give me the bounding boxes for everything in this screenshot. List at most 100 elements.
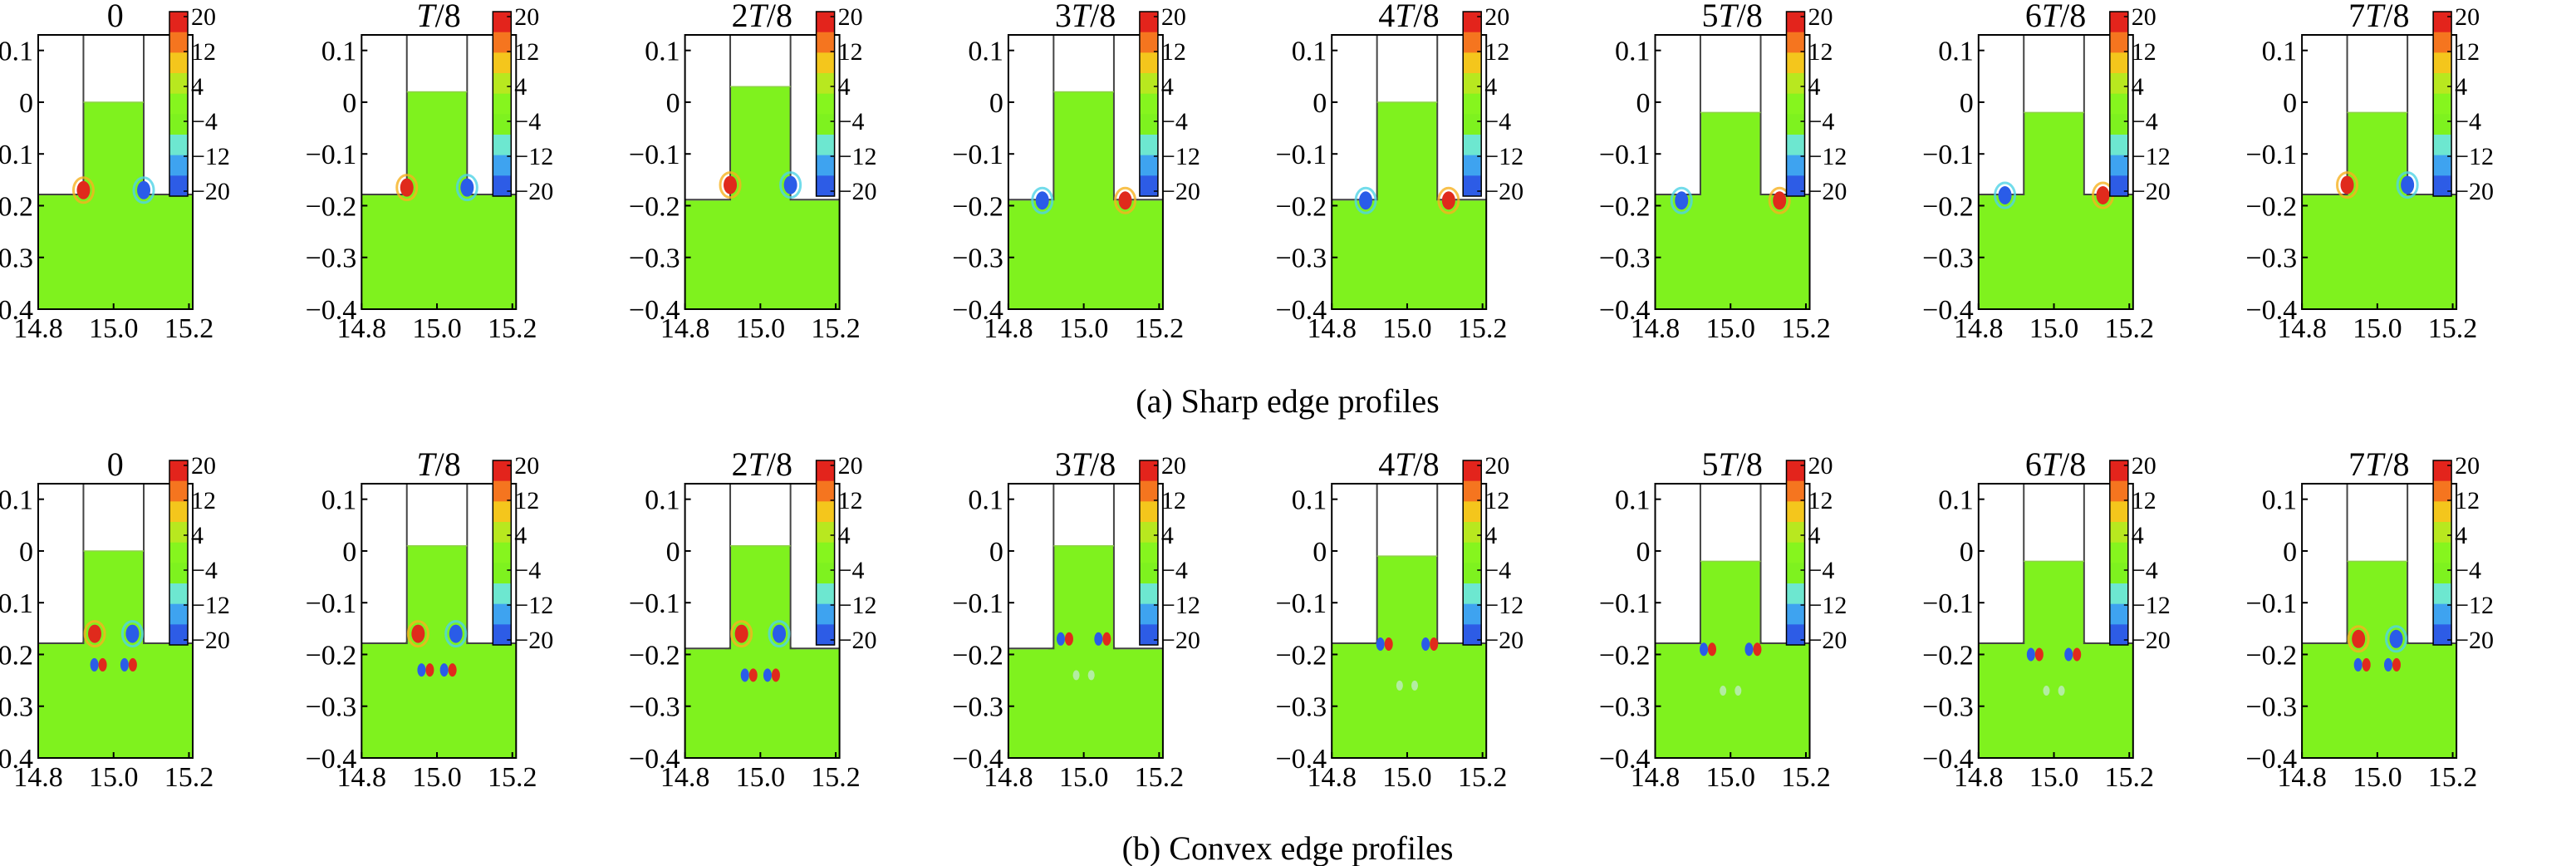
fluid-domain [684, 545, 840, 758]
frame-title: T/8 [416, 0, 460, 34]
colorbar-tick-label: 20 [1484, 3, 1509, 31]
y-tick-label: 0.1 [1292, 485, 1327, 516]
vortex-red [88, 624, 102, 643]
vortex-blue [1359, 191, 1373, 210]
y-tick-label: −0.2 [1599, 640, 1651, 671]
vortex-red-halo [2347, 625, 2370, 653]
colorbar-tick-label: −4 [1484, 557, 1511, 584]
colorbar-tick-label: 4 [2455, 73, 2467, 101]
y-tick-label: −0.2 [0, 640, 33, 671]
x-tick-label: 15.0 [2353, 313, 2402, 344]
left-wall [1008, 35, 1055, 201]
vortex-pair-blue [90, 657, 99, 672]
colorbar-frame [815, 11, 836, 197]
x-tick-label: 15.2 [2105, 762, 2155, 793]
colorbar-segment [2433, 563, 2452, 584]
left-wall [1655, 35, 1701, 196]
fluid-domain [1008, 91, 1163, 309]
vortex-pair-blue [120, 657, 129, 672]
vortex-red [2096, 186, 2110, 205]
colorbar-tick-label: −20 [514, 627, 553, 654]
colorbar-segment [2433, 542, 2452, 563]
y-tick-label: −0.1 [1922, 140, 1974, 170]
colorbar-tick-label: 4 [191, 522, 204, 549]
title-period: T [1719, 0, 1739, 34]
colorbar-tick-label: 4 [191, 73, 204, 101]
x-tick-label: 15.2 [1458, 762, 1508, 793]
x-tick-label: 14.8 [1631, 313, 1681, 344]
colorbar-tick-label: −12 [1161, 592, 1200, 619]
x-tick-label: 15.0 [2029, 313, 2079, 344]
colorbar-segment [1139, 93, 1158, 115]
colorbar-tick-label: −12 [514, 143, 553, 170]
colorbar-segment [493, 542, 512, 563]
axes-frame [37, 34, 194, 310]
y-tick-label: −0.2 [1922, 191, 1974, 222]
colorbar-segment [493, 603, 512, 625]
x-tick-label: 14.8 [1954, 313, 2004, 344]
panel-sharp-4: 4T/80.10−0.1−0.2−0.3−0.414.8 15.0 15.22012… [1276, 0, 1524, 344]
vortex-red [2352, 629, 2366, 648]
x-tick-label: 15.2 [164, 762, 214, 793]
title-period: T [416, 445, 437, 483]
colorbar-tick-label: 12 [191, 487, 216, 514]
title-fraction: /8 [767, 0, 792, 34]
axes-frame [1331, 34, 1488, 310]
colorbar-segment [1463, 480, 1482, 502]
colorbar-segment [169, 583, 188, 605]
title-fraction: /8 [2383, 0, 2409, 34]
colorbar-segment [1786, 175, 1805, 197]
x-tick-label: 15.2 [488, 313, 537, 344]
y-tick-label: −0.4 [1599, 744, 1651, 775]
colorbar-segment [816, 52, 835, 74]
left-wall [38, 484, 85, 645]
colorbar-tick-label: −20 [514, 178, 553, 205]
y-tick-label: −0.3 [306, 692, 357, 723]
colorbar-segment [2109, 52, 2128, 74]
y-tick-label: 0.1 [1292, 37, 1327, 67]
colorbar-segment [1139, 563, 1158, 584]
vortex-blue-halo [779, 171, 802, 199]
frame-title: 6T/8 [2025, 0, 2086, 34]
colorbar-segment [169, 73, 188, 95]
frame-title: 7T/8 [2348, 0, 2409, 34]
colorbar-segment [493, 563, 512, 584]
colorbar-segment [1786, 52, 1805, 74]
left-wall [1008, 484, 1055, 650]
title-coef: 6 [2025, 0, 2042, 34]
y-tick-label: 0 [342, 537, 356, 568]
left-wall [38, 35, 85, 196]
y-tick-label: −0.3 [629, 244, 680, 274]
colorbar-tick-label: −4 [1161, 557, 1188, 584]
vortex-faint [1411, 680, 1419, 691]
colorbar-segment [1139, 175, 1158, 197]
x-tick-label: 15.0 [1705, 313, 1755, 344]
colorbar-tick-label: 12 [191, 38, 216, 66]
colorbar-segment [1463, 93, 1482, 115]
colorbar-tick-label: 12 [1484, 487, 1509, 514]
colorbar-frame [2432, 460, 2452, 646]
y-tick-label: −0.1 [306, 140, 357, 170]
fluid-domain [1655, 561, 1810, 758]
colorbar-tick-label: −20 [2132, 627, 2171, 654]
colorbar-tick-label: −4 [838, 557, 865, 584]
x-tick-label: 14.8 [1631, 762, 1681, 793]
colorbar-segment [816, 32, 835, 53]
y-tick-label: −0.3 [2245, 244, 2297, 274]
axes-frame [361, 34, 518, 310]
y-tick-label: −0.1 [1922, 588, 1974, 619]
colorbar-segment [816, 563, 835, 584]
colorbar-tick-label: 20 [1161, 3, 1186, 31]
y-tick-label: −0.1 [629, 140, 680, 170]
colorbar-segment [169, 135, 188, 156]
y-tick-label: −0.1 [1276, 588, 1327, 619]
x-tick-label: 15.2 [1781, 762, 1831, 793]
vortex-blue-halo [1994, 181, 2017, 209]
colorbar-segment [1139, 501, 1158, 523]
title-period: T [416, 0, 437, 34]
colorbar-tick-label: −12 [1484, 592, 1524, 619]
title-period: T [1072, 445, 1092, 483]
vortex-blue [137, 180, 151, 199]
colorbar-segment [1463, 624, 1482, 646]
colorbar-segment [2433, 175, 2452, 197]
